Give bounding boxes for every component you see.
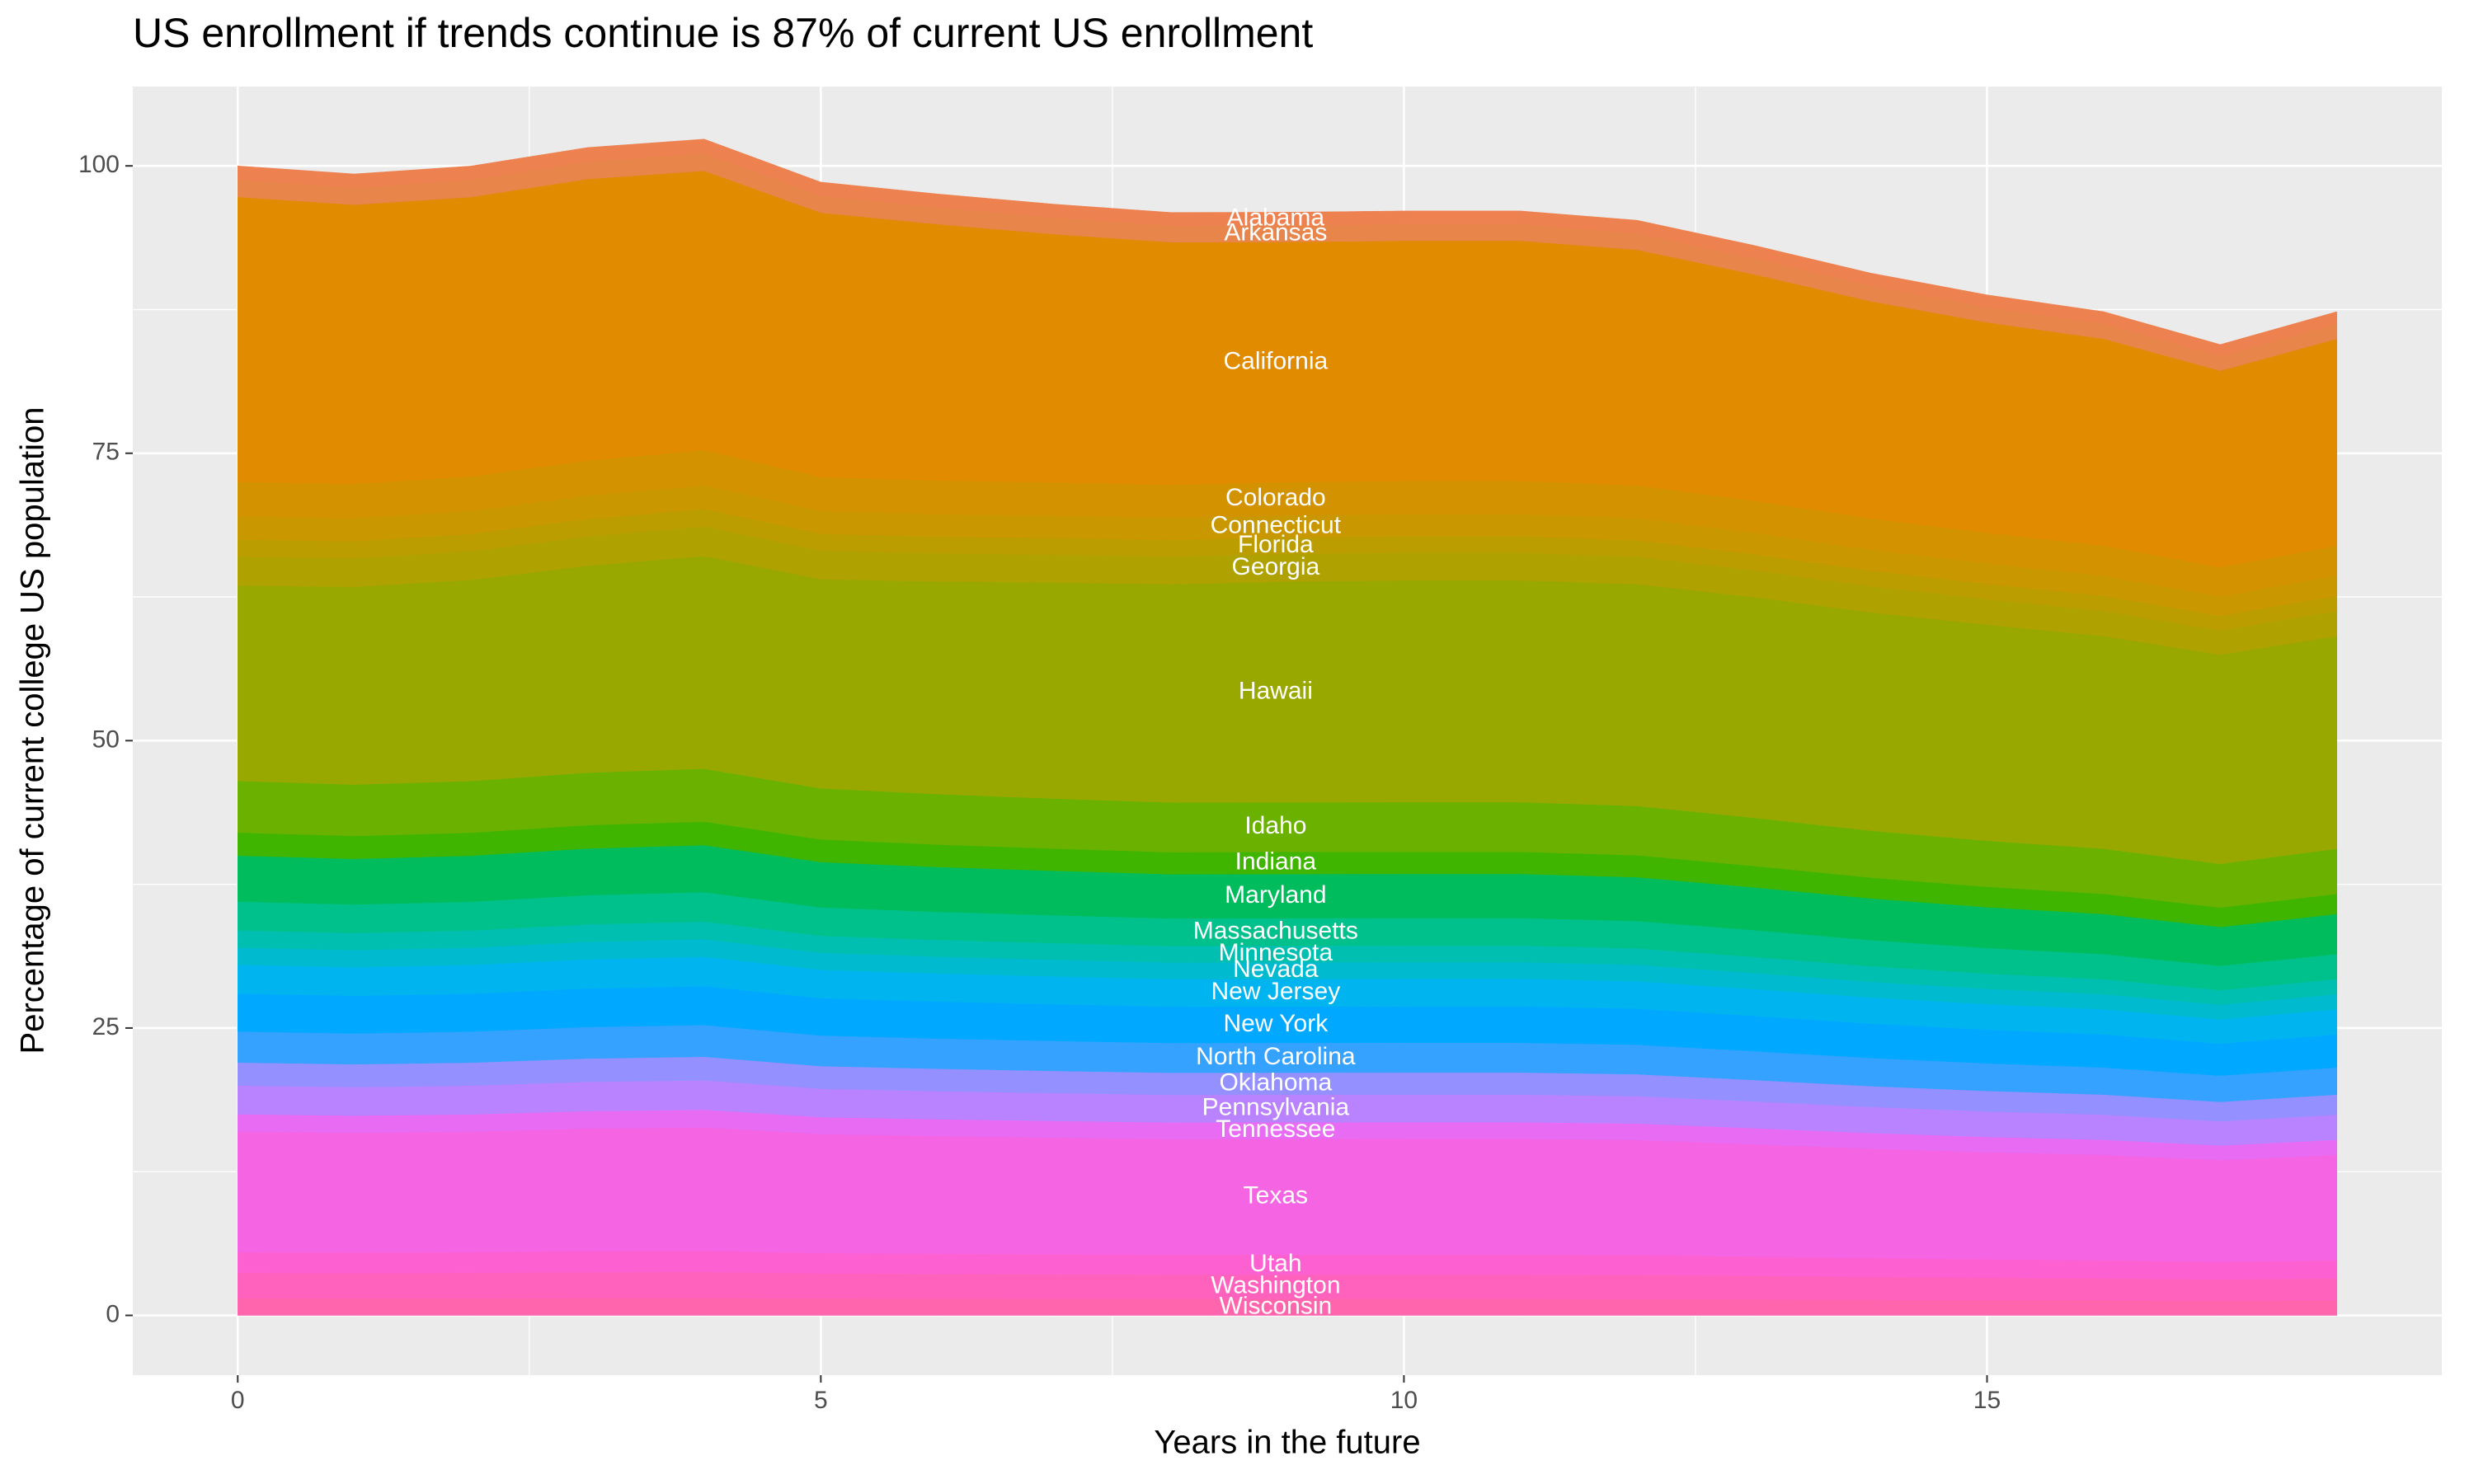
y-tick-label: 50 (92, 726, 120, 753)
area-label: New York (1223, 1010, 1329, 1037)
y-tick-label: 100 (78, 151, 120, 178)
area-label: Florida (1238, 531, 1314, 558)
area-label: North Carolina (1196, 1043, 1356, 1070)
area-label: Oklahoma (1219, 1068, 1332, 1096)
area-label: Texas (1244, 1182, 1308, 1209)
area-label: Massachusetts (1193, 917, 1358, 944)
area-label: Georgia (1231, 553, 1319, 580)
x-tick-label: 10 (1390, 1387, 1418, 1414)
x-axis-title: Years in the future (1154, 1425, 1420, 1461)
y-tick-label: 75 (92, 439, 120, 466)
area-label: New Jersey (1211, 978, 1340, 1005)
areas (238, 139, 2337, 1316)
x-tick-label: 15 (1973, 1387, 2001, 1414)
area-label: California (1223, 347, 1328, 374)
chart-title: US enrollment if trends continue is 87% … (133, 10, 1313, 56)
area-label: Alabama (1227, 204, 1325, 231)
x-tick-label: 5 (814, 1387, 828, 1414)
area (238, 139, 2337, 357)
area-label: Utah (1249, 1250, 1301, 1277)
y-tick-label: 25 (92, 1013, 120, 1040)
area-label: Washington (1211, 1272, 1340, 1299)
area-label: Connecticut (1211, 512, 1342, 539)
y-axis-title: Percentage of current college US populat… (15, 407, 51, 1054)
area-label: Minnesota (1219, 939, 1333, 966)
area-label: Hawaii (1239, 677, 1313, 704)
area-label: Colorado (1225, 484, 1326, 511)
area-label: Pennsylvania (1202, 1093, 1350, 1120)
area-label: Wisconsin (1220, 1292, 1333, 1319)
area-label: Nevada (1233, 956, 1319, 983)
axes: 0 5 10 15 0 25 50 75 100 (78, 151, 2001, 1414)
area-label: Tennessee (1216, 1115, 1335, 1143)
area-label: Arkansas (1224, 218, 1327, 246)
x-tick-label: 0 (231, 1387, 245, 1414)
y-tick-label: 0 (106, 1300, 120, 1327)
area-label: Idaho (1244, 812, 1306, 839)
area-label: Indiana (1235, 848, 1317, 876)
area-label: Maryland (1225, 881, 1326, 909)
